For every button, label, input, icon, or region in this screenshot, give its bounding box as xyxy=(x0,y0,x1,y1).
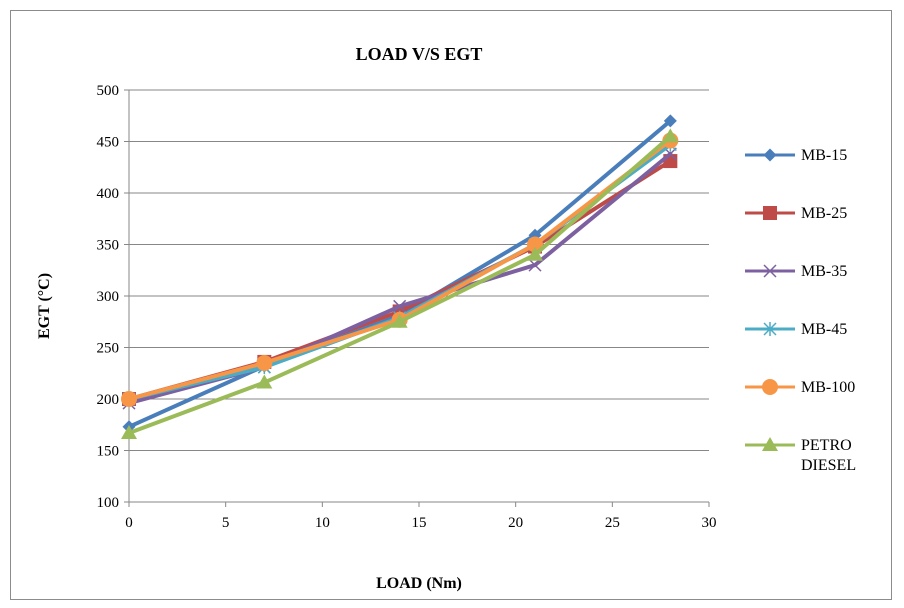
y-tick-label: 400 xyxy=(97,186,120,202)
data-point xyxy=(662,128,679,143)
series-petro-diesel xyxy=(121,128,679,439)
legend-item-mb-45: MB-45 xyxy=(745,321,847,338)
y-tick-labels: 100 150 200 250 300 350 400 450 500 xyxy=(97,83,120,511)
legend-item-petro-diesel: PETRO DIESEL xyxy=(745,437,856,474)
x-tick-label: 30 xyxy=(702,515,717,531)
series-mb-25 xyxy=(122,154,678,406)
x-tick-label: 20 xyxy=(508,515,523,531)
data-point xyxy=(393,299,407,313)
legend-item-mb-100: MB-100 xyxy=(745,379,855,396)
data-point xyxy=(762,437,778,451)
y-tick-label: 100 xyxy=(97,495,120,511)
data-point xyxy=(528,258,542,272)
series-mb-15 xyxy=(122,114,677,434)
series-line xyxy=(127,138,673,401)
data-point xyxy=(527,236,543,253)
axes xyxy=(124,89,710,507)
x-tick-label: 25 xyxy=(605,515,620,531)
y-tick-label: 300 xyxy=(97,289,120,305)
legend-label: MB-45 xyxy=(801,321,847,338)
y-tick-label: 500 xyxy=(97,83,120,99)
legend-item-mb-25: MB-25 xyxy=(745,205,847,222)
x-tick-label: 5 xyxy=(222,515,230,531)
y-tick-label: 200 xyxy=(97,392,120,408)
data-point xyxy=(763,264,777,278)
gridlines xyxy=(129,89,709,451)
data-point xyxy=(527,246,543,261)
chart-frame: LOAD V/S EGT 100 150 200 250 300 350 400 450 500… xyxy=(10,10,892,600)
series-mb-45 xyxy=(122,137,677,406)
data-point xyxy=(256,374,273,389)
series-mb-100 xyxy=(121,132,679,407)
x-axis-label: LOAD (Nm) xyxy=(376,575,462,592)
y-tick-label: 150 xyxy=(97,444,120,460)
y-tick-label: 350 xyxy=(97,238,120,254)
legend-label: MB-100 xyxy=(801,379,855,396)
x-tick-label: 15 xyxy=(412,515,427,531)
data-point xyxy=(391,313,408,328)
y-tick-label: 250 xyxy=(97,341,120,357)
data-point xyxy=(121,424,137,439)
legend-label: MB-15 xyxy=(801,147,847,164)
data-point xyxy=(762,379,778,395)
x-tick-label: 10 xyxy=(315,515,330,531)
legend-item-mb-15: MB-15 xyxy=(745,147,847,164)
legend: MB-15 MB-25 MB-35 MB-45 MB-100 PETRO DIESEL xyxy=(745,147,856,474)
data-point xyxy=(121,391,137,407)
data-point xyxy=(256,354,273,371)
legend-label: MB-35 xyxy=(801,263,847,280)
chart-title: LOAD V/S EGT xyxy=(356,44,483,64)
x-tick-label: 0 xyxy=(125,515,133,531)
y-axis-label: EGT (°C) xyxy=(36,273,53,339)
data-point xyxy=(763,148,777,162)
series-line xyxy=(127,159,673,401)
data-point xyxy=(763,206,777,220)
y-tick-label: 450 xyxy=(97,135,120,151)
series-layer xyxy=(121,114,679,439)
data-point xyxy=(663,114,677,128)
legend-label: MB-25 xyxy=(801,205,847,222)
legend-label: PETRO DIESEL xyxy=(801,437,856,474)
data-point xyxy=(763,322,777,336)
legend-item-mb-35: MB-35 xyxy=(745,263,847,280)
line-chart: LOAD V/S EGT 100150200250300350400450500… xyxy=(36,44,856,592)
series-line xyxy=(127,142,673,401)
x-tick-labels: 0 5 10 15 20 25 30 xyxy=(125,515,716,531)
